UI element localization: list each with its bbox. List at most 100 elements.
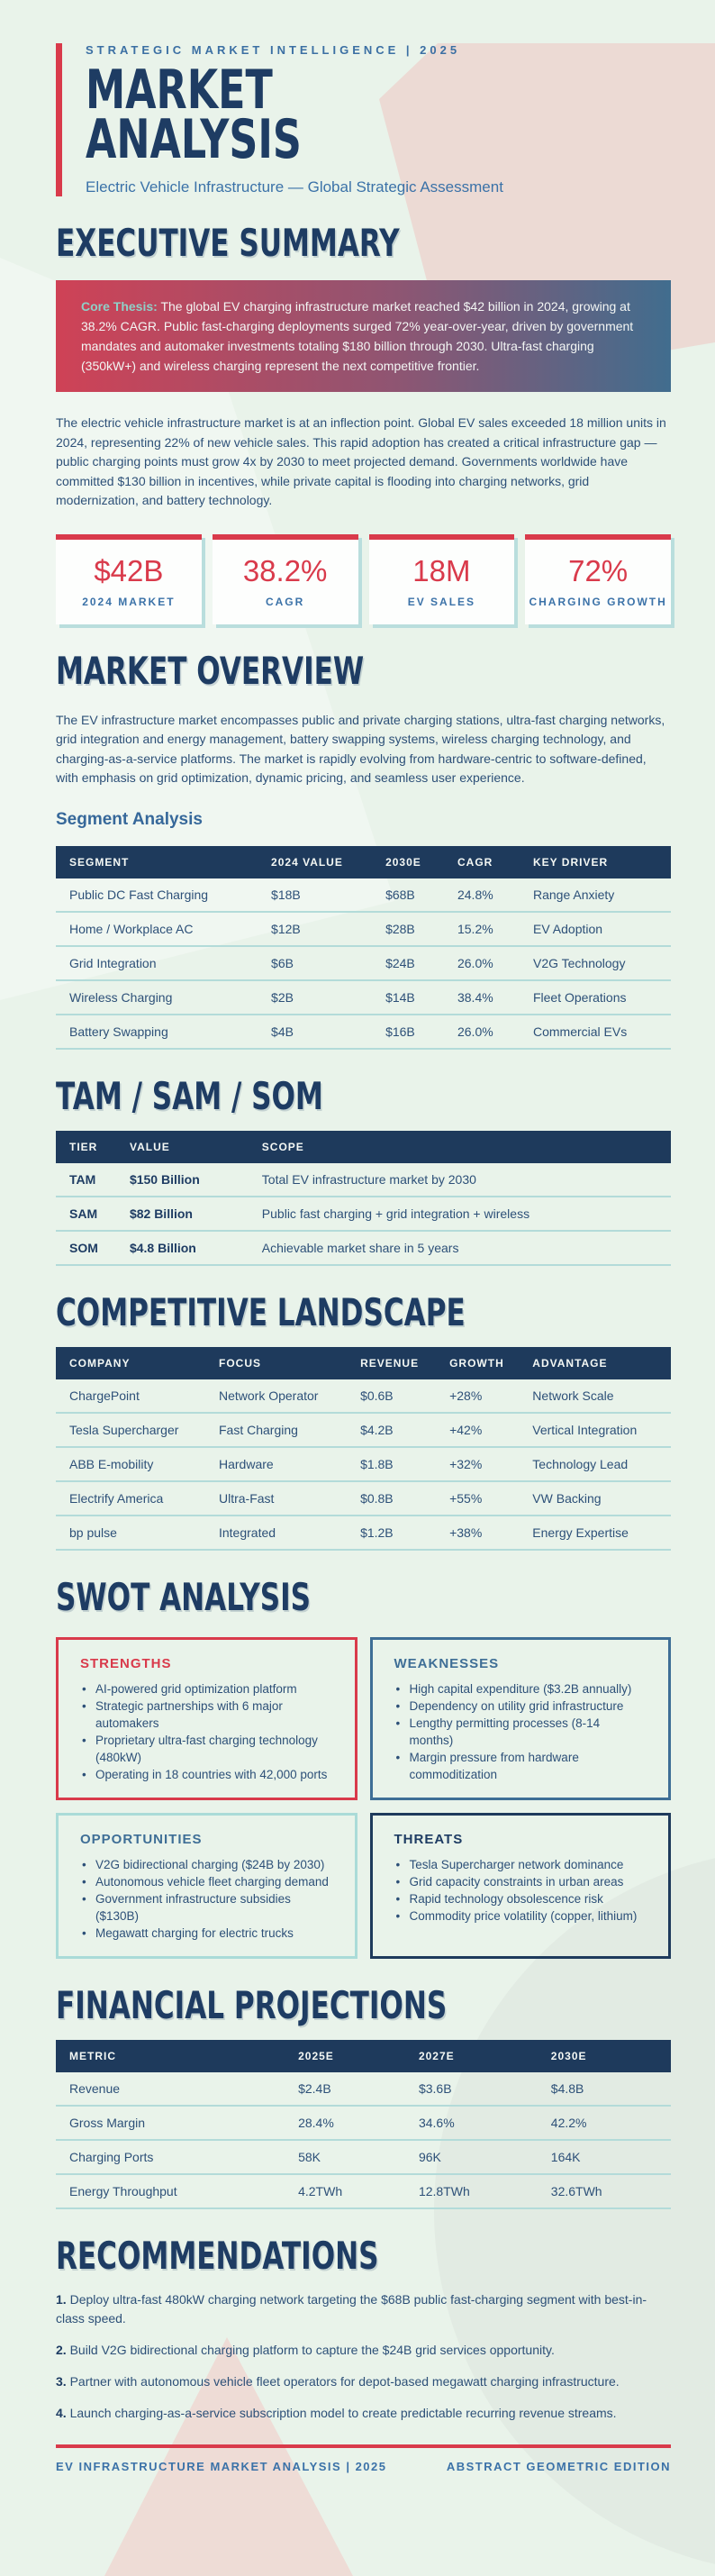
cell-metric: Gross Margin (69, 2115, 146, 2130)
stat-cards: $42B 2024 MARKET 38.2% CAGR 18M EV SALES… (56, 533, 671, 624)
column-header: CAGR (457, 845, 533, 878)
cell-2025e: 4.2TWh (298, 2183, 343, 2198)
footer: EV INFRASTRUCTURE MARKET ANALYSIS | 2025… (56, 2460, 671, 2473)
cell-2030e: $28B (385, 921, 415, 936)
core-thesis-callout: Core Thesis: The global EV charging infr… (56, 280, 671, 392)
cell-company: Tesla Supercharger (69, 1422, 179, 1437)
cell-segment: Battery Swapping (69, 1024, 168, 1039)
segment-analysis-subheading: Segment Analysis (56, 809, 203, 829)
footer-left-text: EV INFRASTRUCTURE MARKET ANALYSIS | 2025 (56, 2459, 387, 2473)
cell-value: $82 Billion (129, 1206, 193, 1221)
cell-key-driver: V2G Technology (532, 955, 626, 970)
cell-company: ChargePoint (69, 1388, 140, 1403)
table-row: Energy Throughput 4.2TWh 12.8TWh 32.6TWh (56, 2174, 671, 2208)
column-header: GROWTH (449, 1346, 533, 1379)
recommendation-number: 2. (56, 2342, 67, 2357)
swot-threats-box: THREATS Tesla Supercharger network domin… (369, 1812, 671, 1959)
table-row: Revenue $2.4B $3.6B $4.8B (56, 2072, 671, 2106)
cell-segment: Public DC Fast Charging (69, 887, 209, 902)
table-row: ChargePoint Network Operator $0.6B +28% Netw… (56, 1379, 671, 1413)
table-row: Home / Workplace AC $12B $28B 15.2% EV Adopt… (56, 912, 671, 946)
swot-item: Rapid technology obsolescence risk (394, 1890, 647, 1907)
stat-value: 72% (568, 553, 629, 587)
swot-item: Strategic partnerships with 6 major auto… (80, 1698, 333, 1732)
swot-strengths-box: STRENGTHS AI-powered grid optimization p… (56, 1636, 358, 1800)
cell-focus: Fast Charging (218, 1422, 298, 1437)
stat-card: $42B 2024 MARKET (56, 533, 202, 624)
table-header: TIER VALUE SCOPE (56, 1130, 671, 1163)
cell-advantage: VW Backing (532, 1490, 602, 1506)
cell-2030e: $16B (385, 1024, 415, 1039)
segment-analysis-table: SEGMENT 2024 VALUE 2030E CAGR KEY DRIVER Pub… (56, 845, 671, 1050)
swot-item: Operating in 18 countries with 42,000 po… (80, 1766, 333, 1783)
stat-label: 2024 MARKET (82, 595, 176, 608)
swot-item: High capital expenditure ($3.2B annually… (394, 1680, 647, 1698)
recommendations-list: 1. Deploy ultra-fast 480kW charging netw… (56, 2290, 671, 2423)
financial-projections-table: METRIC 2025E 2027E 2030E Revenue $2.4B $3.6B $… (56, 2039, 671, 2209)
recommendation-number: 1. (56, 2291, 67, 2307)
triangle-shape (104, 2337, 353, 2576)
recommendations-heading: RECOMMENDATIONS (56, 2233, 379, 2278)
market-overview-heading: MARKET OVERVIEW (56, 648, 365, 693)
cell-value: $150 Billion (129, 1171, 200, 1187)
cell-cagr: 26.0% (457, 955, 493, 970)
masthead: STRATEGIC MARKET INTELLIGENCE | 2025 MAR… (56, 43, 671, 196)
cell-2030e: 42.2% (550, 2115, 587, 2130)
recommendation-text: Build V2G bidirectional charging platfor… (69, 2342, 555, 2357)
recommendation-text: Launch charging-as-a-service subscriptio… (69, 2405, 617, 2420)
cell-scope: Public fast charging + grid integration … (261, 1206, 530, 1221)
swot-item: Tesla Supercharger network dominance (394, 1856, 647, 1873)
cell-cagr: 24.8% (457, 887, 493, 902)
table-row: Gross Margin 28.4% 34.6% 42.2% (56, 2106, 671, 2140)
stat-card: 38.2% CAGR (212, 533, 358, 624)
cell-2024-value: $2B (271, 989, 294, 1005)
table-header: METRIC 2025E 2027E 2030E (56, 2039, 671, 2072)
cell-metric: Energy Throughput (69, 2183, 177, 2198)
column-header: SCOPE (261, 1130, 671, 1163)
recommendation-item: 3. Partner with autonomous vehicle fleet… (56, 2372, 671, 2391)
competitive-landscape-table: COMPANY FOCUS REVENUE GROWTH ADVANTAGE Charg… (56, 1346, 671, 1551)
cell-company: Electrify America (69, 1490, 164, 1506)
cell-revenue: $0.8B (360, 1490, 394, 1506)
cell-2027e: 12.8TWh (418, 2183, 470, 2198)
table-row: SOM $4.8 Billion Achievable market share i… (56, 1231, 671, 1265)
cell-focus: Integrated (218, 1525, 276, 1540)
recommendation-text: Deploy ultra-fast 480kW charging network… (56, 2291, 647, 2326)
stat-card: 18M EV SALES (368, 533, 515, 624)
recommendation-number: 4. (56, 2405, 67, 2420)
cell-advantage: Energy Expertise (532, 1525, 629, 1540)
swot-weaknesses-title: WEAKNESSES (394, 1655, 500, 1671)
stat-value: $42B (94, 553, 164, 587)
swot-item: Commodity price volatility (copper, lith… (394, 1907, 647, 1925)
footer-right-text: ABSTRACT GEOMETRIC EDITION (446, 2459, 671, 2473)
column-header: 2024 VALUE (271, 845, 386, 878)
executive-summary-paragraph: The electric vehicle infrastructure mark… (56, 415, 666, 507)
swot-item: Dependency on utility grid infrastructur… (394, 1698, 647, 1715)
cell-focus: Hardware (218, 1456, 274, 1471)
page-title-line2: ANALYSIS (86, 108, 302, 171)
circle-shape (434, 1858, 715, 2564)
recommendation-text: Partner with autonomous vehicle fleet op… (69, 2373, 620, 2389)
eyebrow-text: STRATEGIC MARKET INTELLIGENCE | 2025 (86, 43, 461, 57)
cell-focus: Network Operator (218, 1388, 319, 1403)
cell-2024-value: $12B (271, 921, 301, 936)
table-row: Battery Swapping $4B $16B 26.0% Commercial E… (56, 1015, 671, 1049)
cell-key-driver: EV Adoption (532, 921, 603, 936)
cell-advantage: Vertical Integration (532, 1422, 638, 1437)
cell-metric: Charging Ports (69, 2149, 154, 2164)
cell-company: ABB E-mobility (69, 1456, 154, 1471)
cell-2030e: $68B (385, 887, 415, 902)
recommendation-item: 4. Launch charging-as-a-service subscrip… (56, 2404, 671, 2423)
cell-growth: +28% (449, 1388, 483, 1403)
core-thesis-body: The global EV charging infrastructure ma… (81, 299, 634, 373)
column-header: KEY DRIVER (532, 845, 671, 878)
column-header: 2025E (298, 2039, 419, 2072)
cell-segment: Home / Workplace AC (69, 921, 194, 936)
table-row: ABB E-mobility Hardware $1.8B +32% Technolog… (56, 1447, 671, 1481)
column-header: 2030E (385, 845, 457, 878)
cell-2024-value: $6B (271, 955, 294, 970)
cell-growth: +38% (449, 1525, 483, 1540)
cell-cagr: 15.2% (457, 921, 493, 936)
column-header: TIER (56, 1130, 130, 1163)
table-row: Charging Ports 58K 96K 164K (56, 2140, 671, 2174)
